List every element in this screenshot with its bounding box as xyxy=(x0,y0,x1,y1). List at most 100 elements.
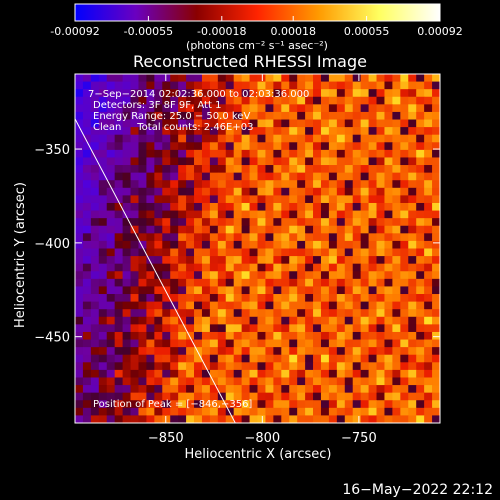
heatmap-cell xyxy=(320,119,330,128)
heatmap-cell xyxy=(170,142,179,151)
heatmap-cell xyxy=(328,119,338,128)
heatmap-cell xyxy=(233,195,243,204)
heatmap-cell xyxy=(122,339,131,348)
heatmap-cell xyxy=(241,134,250,143)
heatmap-cell xyxy=(313,354,322,363)
heatmap-cell xyxy=(249,172,258,181)
heatmap-cell xyxy=(201,81,211,90)
heatmap-cell xyxy=(257,210,266,219)
heatmap-cell xyxy=(186,195,195,204)
heatmap-cell xyxy=(217,119,227,128)
heatmap-cell xyxy=(392,248,401,257)
heatmap-cell xyxy=(352,165,362,174)
heatmap-cell xyxy=(130,187,139,196)
heatmap-cell xyxy=(114,119,123,128)
heatmap-cell xyxy=(154,263,163,272)
heatmap-cell xyxy=(75,316,84,325)
heatmap-cell xyxy=(233,149,243,158)
heatmap-cell xyxy=(392,81,401,90)
heatmap-cell xyxy=(336,195,346,204)
heatmap-cell xyxy=(186,331,195,340)
heatmap-cell xyxy=(217,331,227,340)
heatmap-cell xyxy=(106,354,116,363)
heatmap-cell xyxy=(265,301,274,310)
heatmap-cell xyxy=(249,96,258,105)
heatmap-cell xyxy=(162,369,171,378)
heatmap-cell xyxy=(384,377,393,386)
heatmap-cell xyxy=(273,294,282,303)
heatmap-cell xyxy=(424,172,433,181)
heatmap-cell xyxy=(209,324,219,333)
heatmap-cell xyxy=(217,316,227,325)
heatmap-cell xyxy=(305,369,314,378)
heatmap-cell xyxy=(305,294,314,303)
heatmap-cell xyxy=(178,172,187,181)
heatmap-cell xyxy=(75,415,84,423)
heatmap-cell xyxy=(289,278,298,287)
heatmap-cell xyxy=(98,202,108,211)
heatmap-cell xyxy=(344,248,354,257)
heatmap-cell xyxy=(257,369,266,378)
heatmap-cell xyxy=(114,180,123,189)
heatmap-cell xyxy=(344,142,354,151)
heatmap-cell xyxy=(384,195,393,204)
heatmap-cell xyxy=(75,127,84,136)
heatmap-cell xyxy=(336,89,346,98)
heatmap-cell xyxy=(194,286,203,295)
heatmap-cell xyxy=(328,134,338,143)
heatmap-cell xyxy=(138,385,147,394)
heatmap-cell xyxy=(146,74,155,82)
heatmap-cell xyxy=(432,385,440,394)
heatmap-cell xyxy=(201,127,211,136)
heatmap-cell xyxy=(146,278,155,287)
heatmap-cell xyxy=(194,225,203,234)
heatmap-cell xyxy=(313,240,322,249)
heatmap-cell xyxy=(249,233,258,242)
heatmap-cell xyxy=(305,400,314,409)
heatmap-cell xyxy=(90,195,100,204)
heatmap-cell xyxy=(225,415,235,423)
heatmap-cell xyxy=(408,119,417,128)
heatmap-cell xyxy=(384,134,393,143)
heatmap-cell xyxy=(360,149,369,158)
heatmap-cell xyxy=(114,240,123,249)
heatmap-cell xyxy=(154,142,163,151)
heatmap-cell xyxy=(265,104,274,113)
heatmap-cell xyxy=(194,149,203,158)
heatmap-cell xyxy=(201,362,211,371)
heatmap-cell xyxy=(114,127,123,136)
heatmap-cell xyxy=(138,233,147,242)
heatmap-cell xyxy=(178,157,187,166)
heatmap-cell xyxy=(265,331,274,340)
heatmap-cell xyxy=(305,271,314,280)
heatmap-cell xyxy=(194,248,203,257)
heatmap-cell xyxy=(313,81,322,90)
heatmap-cell xyxy=(408,407,417,416)
heatmap-cell xyxy=(328,294,338,303)
heatmap-cell xyxy=(217,309,227,318)
heatmap-cell xyxy=(154,233,163,242)
heatmap-cell xyxy=(75,369,84,378)
heatmap-cell xyxy=(313,316,322,325)
heatmap-cell xyxy=(352,309,362,318)
heatmap-cell xyxy=(106,278,116,287)
heatmap-cell xyxy=(265,278,274,287)
heatmap-cell xyxy=(249,157,258,166)
heatmap-cell xyxy=(265,202,274,211)
heatmap-cell xyxy=(170,271,179,280)
heatmap-cell xyxy=(273,271,282,280)
heatmap-cell xyxy=(178,354,187,363)
heatmap-cell xyxy=(257,415,266,423)
heatmap-cell xyxy=(328,400,338,409)
heatmap-cell xyxy=(273,377,282,386)
heatmap-cell xyxy=(122,96,131,105)
heatmap-cell xyxy=(344,165,354,174)
heatmap-cell xyxy=(368,294,377,303)
heatmap-cell xyxy=(328,233,338,242)
heatmap-cell xyxy=(368,218,377,227)
heatmap-cell xyxy=(130,256,139,265)
heatmap-cell xyxy=(313,233,322,242)
heatmap-cell xyxy=(281,180,290,189)
heatmap-cell xyxy=(408,324,417,333)
heatmap-cell xyxy=(305,104,314,113)
